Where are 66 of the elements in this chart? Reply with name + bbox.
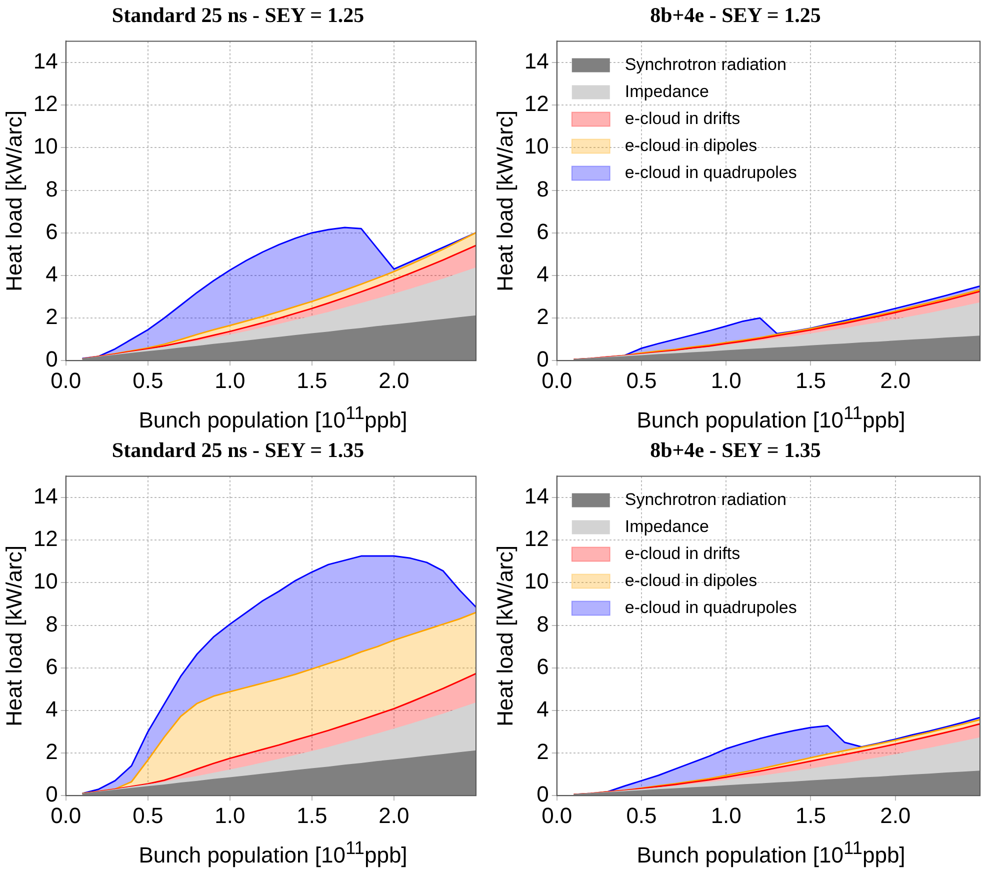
x-axis-title: Bunch population [10$^{11}$ppb] <box>636 836 906 870</box>
y-axis-title: Heat load [kW/arc] <box>492 110 518 292</box>
legend-label: e-cloud in dipoles <box>624 136 758 155</box>
y-tick-label: 14 <box>33 48 58 74</box>
chart-title: Standard 25 ns - SEY = 1.25 <box>112 3 364 28</box>
y-tick-label: 10 <box>524 568 549 594</box>
legend-label: e-cloud in quadrupoles <box>624 598 797 617</box>
legend-label: e-cloud in drifts <box>624 544 740 563</box>
y-tick-label: 6 <box>46 654 58 679</box>
y-tick-label: 12 <box>524 91 549 116</box>
legend-label: Synchrotron radiation <box>624 490 786 509</box>
x-tick-label: 1.0 <box>214 802 246 828</box>
chart-title: 8b+4e - SEY = 1.25 <box>650 3 821 28</box>
y-tick-label: 8 <box>46 176 58 202</box>
y-tick-label: 2 <box>536 739 549 764</box>
x-tick-label: 1.0 <box>710 802 742 828</box>
y-tick-label: 2 <box>46 739 58 764</box>
y-axis-title: Heat load [kW/arc] <box>1 110 26 292</box>
y-tick-label: 6 <box>536 218 549 244</box>
legend-label: Impedance <box>624 82 709 101</box>
chart-title: 8b+4e - SEY = 1.35 <box>650 438 821 462</box>
y-tick-label: 4 <box>46 696 58 722</box>
chart-title: Standard 25 ns - SEY = 1.35 <box>112 438 364 462</box>
x-tick-label: 2.0 <box>378 802 410 828</box>
y-tick-label: 12 <box>524 526 549 552</box>
legend-label: Synchrotron radiation <box>624 54 786 74</box>
x-tick-label: 2.0 <box>880 368 911 393</box>
legend-label: e-cloud in quadrupoles <box>624 162 797 182</box>
legend-label: e-cloud in drifts <box>624 108 740 128</box>
y-tick-label: 4 <box>46 261 58 286</box>
x-tick-label: 0.5 <box>626 368 657 393</box>
x-axis-title: Bunch population [10$^{11}$ppb] <box>138 836 408 870</box>
y-tick-label: 6 <box>46 218 58 244</box>
y-tick-label: 10 <box>33 134 58 159</box>
x-tick-label: 0.5 <box>626 802 657 828</box>
x-tick-label: 0.5 <box>132 368 164 393</box>
y-tick-label: 2 <box>536 304 549 330</box>
y-tick-label: 14 <box>524 484 549 509</box>
y-tick-label: 10 <box>524 134 549 159</box>
y-tick-label: 10 <box>33 568 58 594</box>
legend-label: Impedance <box>624 516 709 536</box>
y-tick-label: 4 <box>536 696 549 722</box>
y-tick-label: 8 <box>536 611 549 636</box>
y-axis-title: Heat load [kW/arc] <box>492 545 518 726</box>
x-tick-label: 2.0 <box>880 802 911 828</box>
x-tick-label: 1.0 <box>710 368 742 393</box>
y-tick-label: 14 <box>524 48 549 74</box>
x-tick-label: 1.5 <box>296 802 328 828</box>
y-tick-label: 2 <box>46 304 58 330</box>
y-axis-title: Heat load [kW/arc] <box>1 545 26 726</box>
x-tick-label: 1.5 <box>795 802 826 828</box>
x-tick-label: 2.0 <box>378 368 410 393</box>
y-tick-label: 8 <box>536 176 549 202</box>
x-tick-label: 1.0 <box>214 368 246 393</box>
y-tick-label: 14 <box>33 484 58 509</box>
y-tick-label: 12 <box>33 91 58 116</box>
x-axis-title: Bunch population [10$^{11}$ppb] <box>138 401 408 434</box>
y-tick-label: 8 <box>46 611 58 636</box>
x-tick-label: 0.5 <box>132 802 164 828</box>
y-tick-label: 6 <box>536 654 549 679</box>
x-axis-title: Bunch population [10$^{11}$ppb] <box>636 401 906 434</box>
legend-label: e-cloud in dipoles <box>624 570 758 590</box>
y-tick-label: 4 <box>536 261 549 286</box>
x-tick-label: 1.5 <box>296 368 328 393</box>
y-tick-label: 12 <box>33 526 58 552</box>
x-tick-label: 1.5 <box>795 368 826 393</box>
